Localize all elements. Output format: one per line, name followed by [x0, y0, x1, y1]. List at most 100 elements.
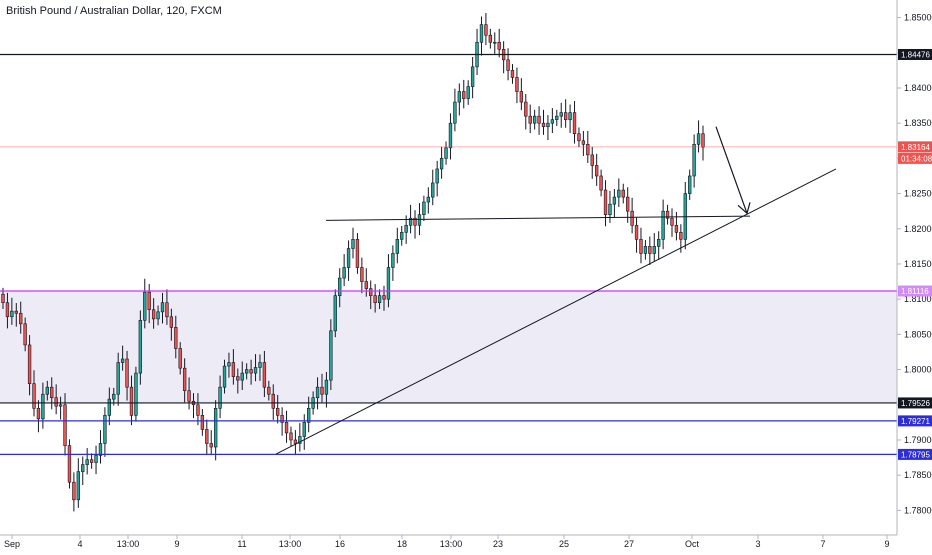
candle-body — [209, 443, 213, 448]
x-tick-label: 9 — [884, 539, 889, 549]
candle-body — [147, 291, 151, 311]
y-tick-label: 1.80500 — [904, 329, 932, 339]
candle-body — [156, 311, 160, 320]
candle-body — [76, 471, 80, 501]
candle-body — [470, 66, 475, 87]
price-badge-bg — [898, 48, 932, 60]
candle-body — [218, 386, 222, 409]
candle-body — [395, 239, 399, 254]
candle-body — [134, 372, 138, 416]
candle-body — [435, 168, 439, 184]
x-tick-label: 13:00 — [279, 539, 302, 549]
x-tick-label: 27 — [624, 539, 634, 549]
candle-body — [231, 362, 236, 377]
candle-body — [559, 112, 563, 117]
horizontal-levels[interactable] — [0, 53, 897, 455]
candle-body — [196, 404, 200, 416]
candle-body — [89, 459, 94, 463]
drawings[interactable] — [275, 126, 837, 455]
candle-body — [674, 224, 679, 233]
candle-body — [670, 217, 674, 226]
candle-body — [626, 196, 630, 212]
candle-body — [377, 295, 382, 303]
x-tick-label: 13:00 — [440, 539, 463, 549]
candle-body — [369, 288, 373, 296]
candle-body — [81, 464, 85, 472]
candle-body — [284, 422, 289, 434]
candle-body — [138, 319, 143, 374]
candle-body — [19, 312, 23, 325]
candle-body — [253, 367, 258, 374]
candle-body — [457, 91, 462, 103]
y-tick-label: 1.82000 — [904, 224, 932, 234]
candle-body — [692, 144, 696, 177]
candle-body — [280, 415, 284, 423]
candle-body — [386, 267, 391, 300]
candle-body — [94, 455, 98, 463]
candle-body — [276, 407, 280, 416]
candle-body — [10, 310, 14, 318]
candle-body — [213, 407, 218, 448]
candle-body — [98, 443, 103, 456]
candle-body — [581, 140, 586, 145]
candle-body — [364, 281, 368, 289]
candle-body — [532, 115, 537, 124]
horizontal-ray[interactable] — [325, 215, 751, 221]
candle-body — [404, 224, 408, 233]
candle-body — [178, 348, 182, 369]
candle-body — [116, 362, 120, 395]
candle-body — [262, 362, 267, 388]
candle-body — [14, 310, 18, 314]
candle-body — [422, 201, 426, 216]
candle-body — [696, 133, 701, 145]
candle-body — [151, 309, 156, 320]
candle-body — [63, 404, 67, 446]
candle-body — [462, 91, 466, 99]
candle-body — [497, 41, 501, 50]
candle-body — [36, 407, 41, 420]
candle-body — [200, 415, 205, 430]
arrow-shaft[interactable] — [715, 126, 748, 214]
price-badge-label: 1.79526 — [901, 399, 930, 408]
candle-body — [45, 386, 49, 395]
x-tick-label: Sep — [4, 539, 20, 549]
candle-body — [572, 112, 577, 135]
y-tick-label: 1.80000 — [904, 365, 932, 375]
candle-body — [577, 133, 581, 142]
x-tick-label: 7 — [820, 539, 825, 549]
y-tick-label: 1.85000 — [904, 13, 932, 23]
candle-body — [103, 415, 107, 444]
candle-body — [41, 393, 45, 420]
arrow-head[interactable] — [737, 202, 751, 215]
candle-body — [541, 122, 546, 128]
candle-body — [129, 386, 134, 416]
candle-body — [524, 101, 528, 117]
candle-body — [555, 115, 559, 120]
candle-body — [244, 369, 249, 374]
price-badge-label: 1.84476 — [901, 50, 930, 59]
y-tick-label: 1.84000 — [904, 83, 932, 93]
candle-body — [479, 24, 484, 43]
y-tick-label: 1.79000 — [904, 435, 932, 445]
candle-body — [546, 122, 550, 128]
candle-body — [205, 429, 209, 444]
candle-body — [603, 189, 608, 216]
x-tick-label: Oct — [685, 539, 700, 549]
candle-body — [466, 86, 470, 99]
candle-body — [400, 232, 404, 240]
candle-body — [258, 362, 262, 368]
candle-body — [373, 295, 377, 303]
candle-body — [679, 232, 683, 240]
price-badge-bg — [898, 448, 932, 460]
candle-body — [630, 210, 634, 226]
candle-body — [333, 295, 337, 332]
candle-body — [612, 196, 617, 205]
candle-body — [271, 393, 275, 409]
candle-body — [182, 367, 187, 391]
candle-body — [688, 175, 692, 194]
candle-body — [307, 407, 311, 423]
time-axis[interactable]: Sep 4 13:00 9 11 13:00 16 18 13:00 23 25 27 Oct 3 7 9 — [4, 535, 890, 549]
